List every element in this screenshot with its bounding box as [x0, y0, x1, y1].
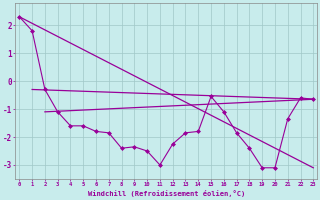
X-axis label: Windchill (Refroidissement éolien,°C): Windchill (Refroidissement éolien,°C) — [88, 190, 245, 197]
